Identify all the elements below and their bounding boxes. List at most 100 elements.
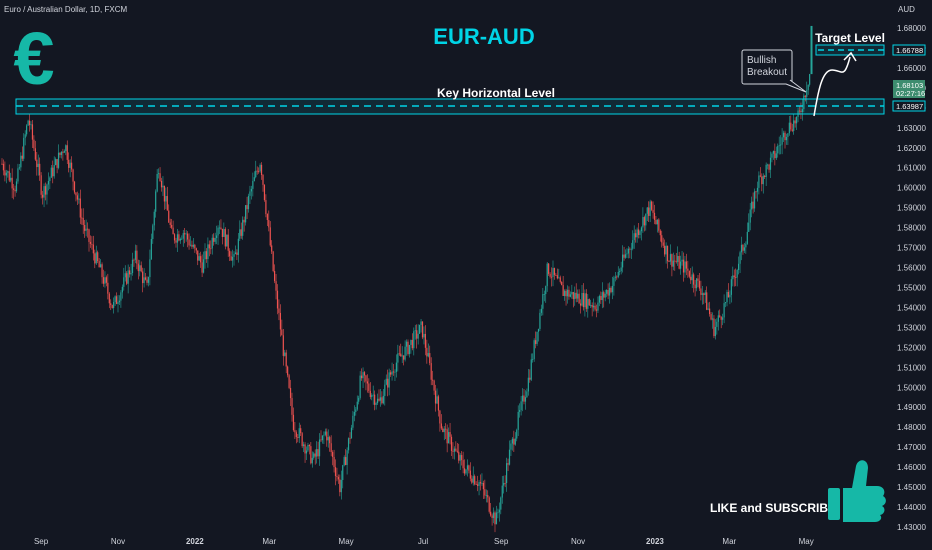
candle-body [591, 305, 593, 308]
candle-body [189, 244, 192, 246]
svg-text:1.63987: 1.63987 [896, 102, 923, 111]
candle-body [288, 375, 290, 388]
candle-body [548, 263, 550, 274]
candle-body [130, 273, 132, 275]
candle-body [387, 378, 389, 388]
candle-body [1, 163, 3, 165]
candle-body [36, 159, 38, 168]
candle-body [347, 438, 350, 451]
candle-body [39, 163, 41, 176]
candle-body [198, 256, 200, 261]
candle-body [707, 308, 709, 310]
candle-body [803, 95, 805, 110]
candle-body [178, 234, 180, 241]
price-tick-label: 1.48000 [897, 423, 926, 432]
candle-body [537, 328, 540, 332]
candle-body [239, 229, 241, 239]
candle-body [115, 296, 118, 304]
candle-body [749, 209, 751, 223]
candle-body [611, 285, 614, 293]
candle-body [492, 512, 495, 518]
candle-body [15, 181, 18, 192]
price-tick-label: 1.51000 [897, 363, 926, 372]
candles-layer [1, 25, 813, 533]
candle-body [392, 371, 395, 373]
candle-body [321, 435, 324, 441]
candle-body [687, 268, 689, 271]
candle-body [421, 321, 424, 338]
candle-body [745, 243, 747, 248]
candle-body [185, 233, 187, 235]
candle-body [698, 280, 701, 289]
candle-body [701, 293, 703, 295]
candle-body [658, 219, 660, 231]
candle-body [624, 254, 627, 258]
candle-body [558, 277, 560, 279]
candle-body [446, 429, 448, 444]
candle-body [390, 372, 392, 375]
candle-body [376, 398, 379, 404]
candle-body [459, 455, 461, 461]
candle-body [211, 237, 213, 249]
candle-body [516, 429, 518, 439]
candle-body [224, 229, 226, 247]
candle-body [694, 284, 696, 289]
candle-body [501, 485, 503, 498]
candle-body [433, 380, 435, 391]
candle-body [253, 177, 255, 182]
candle-body [346, 450, 348, 465]
time-tick-label: May [799, 537, 814, 546]
candle-body [450, 436, 453, 451]
candle-body [681, 259, 683, 262]
candle-body [155, 191, 157, 212]
candle-body [456, 450, 458, 452]
candle-body [761, 176, 763, 185]
candle-body [5, 172, 7, 176]
candle-body [529, 377, 531, 380]
candle-body [385, 378, 387, 385]
candle-body [469, 470, 471, 479]
candle-body [724, 302, 727, 304]
candle-body [314, 453, 316, 457]
candle-body [59, 152, 61, 155]
candle-body [160, 180, 163, 188]
candle-body [173, 234, 176, 241]
candle-body [365, 375, 367, 382]
candle-body [204, 251, 206, 260]
candle-body [746, 231, 748, 244]
candle-body [424, 333, 426, 348]
candle-body [118, 300, 121, 303]
candle-body [242, 219, 244, 236]
candle-body [301, 433, 303, 447]
candle-body [324, 431, 326, 435]
candle-body [594, 305, 596, 310]
candle-body [384, 384, 386, 396]
candle-body [751, 201, 753, 210]
candle-body [131, 259, 134, 274]
candle-body [134, 250, 136, 260]
candle-body [601, 292, 603, 301]
candle-body [165, 196, 167, 202]
candle-body [675, 261, 677, 263]
candle-body [334, 467, 337, 477]
candle-body [436, 396, 438, 404]
time-tick-label: Sep [34, 537, 49, 546]
candle-body [140, 265, 142, 272]
candle-body [604, 293, 606, 298]
candle-body [369, 390, 371, 397]
candle-body [568, 289, 570, 297]
candle-body [767, 164, 769, 166]
candle-body [729, 294, 731, 298]
candle-body [617, 271, 619, 277]
candle-body [781, 137, 783, 145]
candle-body [777, 145, 779, 154]
candle-body [329, 437, 331, 444]
candle-body [752, 201, 754, 209]
time-tick-label: May [339, 537, 354, 546]
candle-body [465, 469, 467, 474]
candle-body [646, 207, 648, 214]
candle-body [197, 250, 199, 261]
candle-body [320, 439, 322, 441]
candle-body [578, 293, 580, 304]
